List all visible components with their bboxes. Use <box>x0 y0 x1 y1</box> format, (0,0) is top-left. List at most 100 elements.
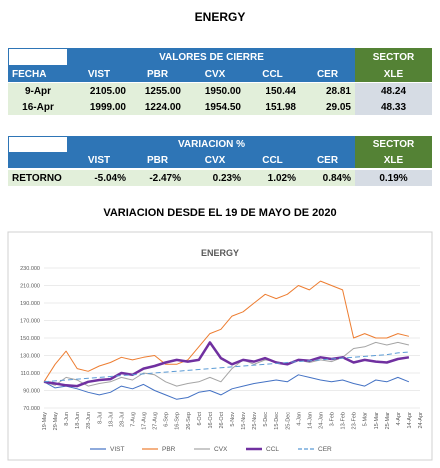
series-line <box>43 374 410 400</box>
table-cell: 1.02% <box>245 170 300 186</box>
legend-label: CVX <box>214 446 228 453</box>
page-title: ENERGY <box>194 10 246 24</box>
x-tick-label: 28-Jul <box>119 412 125 427</box>
table-cell: 151.98 <box>245 99 300 115</box>
x-tick-label: 24-Apr <box>418 412 424 429</box>
x-tick-label: 16-Oct <box>208 412 214 429</box>
legend-label: PBR <box>162 446 176 453</box>
series-line <box>43 280 410 383</box>
series-line <box>43 351 409 383</box>
table-cell: CVX <box>185 66 245 82</box>
table-cell: XLE <box>355 66 432 82</box>
chart-title: ENERGY <box>201 248 239 258</box>
table-cell: 2105.00 <box>68 83 130 99</box>
x-tick-label: 27-Aug <box>153 412 159 430</box>
x-tick-label: 8-Jun <box>64 412 70 426</box>
x-tick-label: 25-Dec <box>285 412 291 430</box>
x-tick-label: 14-Apr <box>407 412 413 429</box>
x-tick-label: 3-Feb <box>330 412 336 426</box>
x-tick-label: 4-Apr <box>396 412 402 426</box>
table-cell: CVX <box>185 153 245 168</box>
x-tick-label: 5-Dec <box>263 412 269 427</box>
x-tick-label: 6-Oct <box>197 412 203 426</box>
table-cell: 0.19% <box>355 170 432 186</box>
x-tick-label: 6-Sep <box>164 412 170 427</box>
y-tick-label: 90.000 <box>23 389 40 395</box>
x-tick-label: 25-Mar <box>385 412 391 430</box>
x-tick-label: 14-Jan <box>307 412 313 429</box>
table-cell: 150.44 <box>245 83 300 99</box>
x-tick-label: 15-Nov <box>241 412 247 430</box>
x-tick-label: 19-May <box>42 412 48 431</box>
y-tick-label: 230.000 <box>20 266 40 272</box>
table-cell: 16-Apr <box>8 99 68 115</box>
x-tick-label: 26-Oct <box>219 412 225 429</box>
x-tick-label: 23-Feb <box>352 412 358 429</box>
legend-label: CER <box>318 446 332 453</box>
table-cell: VARIACION % <box>68 136 355 153</box>
table-cell: 1954.50 <box>185 99 245 115</box>
x-tick-label: 18-Jul <box>108 412 114 427</box>
x-tick-label: 15-Dec <box>274 412 280 430</box>
x-tick-label: 18-Jun <box>75 412 81 429</box>
table-cell: XLE <box>355 153 432 168</box>
table-cell: 28.81 <box>300 83 355 99</box>
table-cell: 1999.00 <box>68 99 130 115</box>
table-cell: 9-Apr <box>8 83 68 99</box>
table-cell: 0.84% <box>300 170 355 186</box>
table-cell: CCL <box>245 66 300 82</box>
y-tick-label: 70.000 <box>23 406 40 412</box>
table-cell: CCL <box>245 153 300 168</box>
x-tick-label: 24-Jan <box>318 412 324 429</box>
x-tick-label: 26-Sep <box>186 412 192 430</box>
y-tick-label: 150.000 <box>20 336 40 342</box>
x-tick-label: 17-Aug <box>142 412 148 430</box>
series-line <box>43 341 410 387</box>
x-tick-label: 5-Nov <box>230 412 236 427</box>
y-tick-label: 170.000 <box>20 319 40 325</box>
table-cell: 48.33 <box>355 99 432 115</box>
table-cell: PBR <box>130 66 185 82</box>
table-cell: 1950.00 <box>185 83 245 99</box>
table-cell: CER <box>300 153 355 168</box>
x-tick-label: 7-Aug <box>130 412 136 427</box>
y-tick-label: 110.000 <box>21 371 40 377</box>
table-cell: 1255.00 <box>130 83 185 99</box>
legend-label: CCL <box>266 446 279 453</box>
x-tick-label: 16-Sep <box>175 412 181 430</box>
table-cell: SECTOR <box>355 48 432 66</box>
table-cell <box>8 48 68 66</box>
table-cell: SECTOR <box>355 136 432 153</box>
table-cell: FECHA <box>8 66 68 82</box>
table-cell: -5.04% <box>68 170 130 186</box>
x-tick-label: 8-Jul <box>97 412 103 424</box>
table-cell: PBR <box>130 153 185 168</box>
table-cell <box>8 153 68 168</box>
x-tick-label: 5-Mar <box>363 412 369 427</box>
table-cell: RETORNO <box>8 170 68 186</box>
table-cell: -2.47% <box>130 170 185 186</box>
chart-frame <box>7 231 433 461</box>
table-cell: VIST <box>68 153 130 168</box>
table-cell: 29.05 <box>300 99 355 115</box>
table-cell: VALORES DE CIERRE <box>68 48 355 66</box>
table-cell: 1224.00 <box>130 99 185 115</box>
series-line <box>43 341 410 388</box>
x-tick-label: 28-Jun <box>86 412 92 429</box>
y-tick-label: 210.000 <box>20 284 40 290</box>
y-tick-label: 130.000 <box>20 354 40 360</box>
legend-label: VIST <box>110 446 124 453</box>
table-cell: CER <box>300 66 355 82</box>
x-tick-label: 4-Jan <box>296 412 302 426</box>
table-cell <box>8 136 68 153</box>
x-tick-label: 13-Feb <box>341 412 347 429</box>
table-cell: 0.23% <box>185 170 245 186</box>
table-cell: VIST <box>68 66 130 82</box>
x-tick-label: 29-May <box>53 412 59 431</box>
x-tick-label: 15-Mar <box>374 412 380 430</box>
table-cell: 48.24 <box>355 83 432 99</box>
x-tick-label: 25-Nov <box>252 412 258 430</box>
y-tick-label: 190.000 <box>20 301 40 307</box>
subtitle: VARIACION DESDE EL 19 DE MAYO DE 2020 <box>103 207 337 219</box>
